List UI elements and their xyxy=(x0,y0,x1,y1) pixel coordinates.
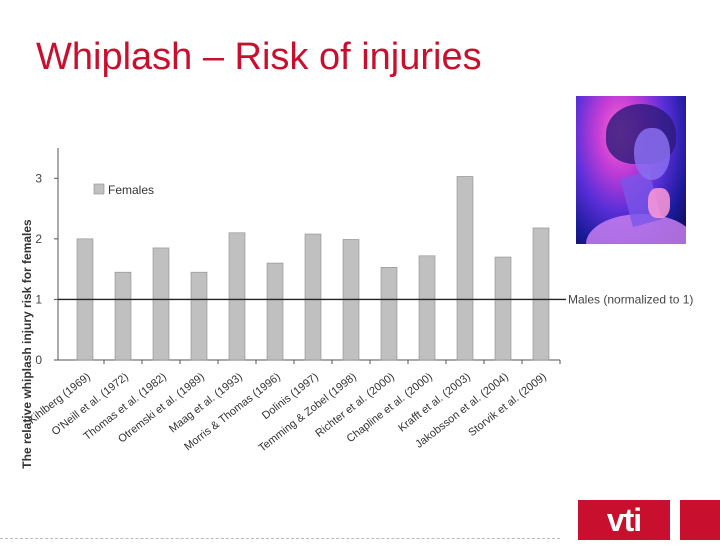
slide-title: Whiplash – Risk of injuries xyxy=(36,36,482,78)
bar-11 xyxy=(494,256,512,361)
y-axis-title: The relative whiplash injury risk for fe… xyxy=(20,219,34,469)
bar-4 xyxy=(228,232,246,361)
bar-12 xyxy=(532,227,550,361)
y-tick-label: 2 xyxy=(35,232,42,246)
woman-neck-photo xyxy=(576,96,686,244)
logo-text: vti xyxy=(606,501,642,538)
bar-5 xyxy=(266,262,284,361)
legend-label-females: Females xyxy=(108,183,154,197)
footer-divider xyxy=(0,538,560,540)
y-tick-label: 3 xyxy=(35,171,42,185)
bar-8 xyxy=(380,267,398,361)
bar-1 xyxy=(114,271,132,361)
x-tick-label: Kihlberg (1969) xyxy=(26,371,93,427)
bar-6 xyxy=(304,233,322,361)
bar-2 xyxy=(152,247,170,361)
vti-logo: vti xyxy=(578,500,670,540)
logo-accent-block xyxy=(680,500,720,540)
bar-10 xyxy=(456,176,474,361)
males-reference-label: Males (normalized to 1) xyxy=(568,292,693,306)
y-tick-label: 1 xyxy=(35,292,42,306)
bar-9 xyxy=(418,255,436,361)
bar-3 xyxy=(190,271,208,361)
legend-swatch-females xyxy=(93,183,105,195)
y-tick-label: 0 xyxy=(35,353,42,367)
